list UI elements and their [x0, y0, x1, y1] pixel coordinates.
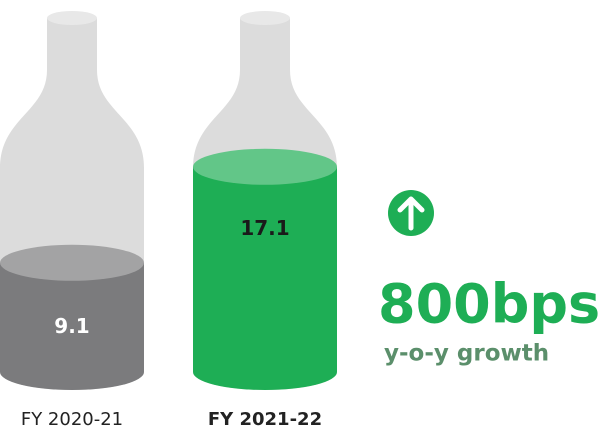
bottle-mouth	[47, 11, 97, 25]
value-label: 17.1	[240, 216, 289, 240]
growth-icon	[388, 190, 434, 236]
bar	[0, 262, 144, 390]
growth-caption: y-o-y growth	[384, 341, 549, 367]
bottle-mouth	[240, 11, 290, 25]
bar	[193, 166, 337, 390]
liquid-surface	[193, 148, 337, 185]
x-tick-label: FY 2020-21	[21, 409, 123, 430]
value-label: 9.1	[54, 314, 89, 338]
growth-value: 800bps	[378, 273, 600, 336]
liquid-surface	[0, 244, 144, 281]
x-tick-label: FY 2021-22	[208, 409, 322, 430]
